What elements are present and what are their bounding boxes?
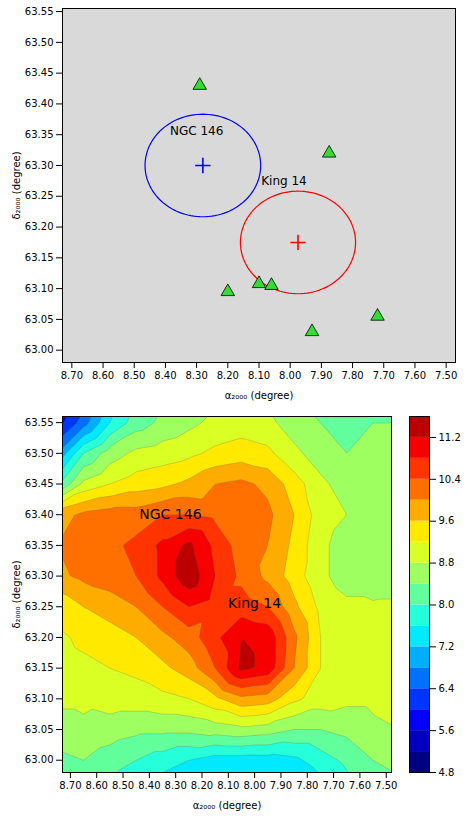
svg-text:63.40: 63.40: [25, 509, 54, 520]
svg-text:7.2: 7.2: [439, 641, 455, 652]
svg-text:8.60: 8.60: [92, 370, 114, 381]
svg-text:63.30: 63.30: [25, 160, 54, 171]
svg-text:8.0: 8.0: [439, 599, 455, 610]
svg-text:8.20: 8.20: [191, 780, 213, 791]
svg-text:8.50: 8.50: [112, 780, 134, 791]
svg-text:8.00: 8.00: [244, 780, 266, 791]
svg-text:63.30: 63.30: [25, 570, 54, 581]
svg-text:7.80: 7.80: [341, 370, 363, 381]
svg-text:63.00: 63.00: [25, 344, 54, 355]
svg-text:9.6: 9.6: [439, 515, 455, 526]
svg-text:11.2: 11.2: [439, 432, 461, 443]
svg-text:10.4: 10.4: [439, 474, 461, 485]
svg-text:63.55: 63.55: [25, 6, 54, 17]
svg-text:63.15: 63.15: [25, 662, 54, 673]
svg-text:8.60: 8.60: [86, 780, 108, 791]
svg-text:6.4: 6.4: [439, 683, 455, 694]
svg-text:63.25: 63.25: [25, 190, 54, 201]
svg-text:63.00: 63.00: [25, 754, 54, 765]
svg-text:63.15: 63.15: [25, 252, 54, 263]
svg-text:5.6: 5.6: [439, 725, 455, 736]
svg-text:8.10: 8.10: [248, 370, 270, 381]
svg-text:8.50: 8.50: [123, 370, 145, 381]
svg-text:63.20: 63.20: [25, 221, 54, 232]
svg-text:63.45: 63.45: [25, 478, 54, 489]
svg-text:7.50: 7.50: [435, 370, 457, 381]
svg-text:7.80: 7.80: [296, 780, 318, 791]
svg-text:8.70: 8.70: [61, 370, 83, 381]
svg-text:8.40: 8.40: [138, 780, 160, 791]
svg-text:4.8: 4.8: [439, 767, 455, 778]
svg-text:7.50: 7.50: [375, 780, 397, 791]
svg-text:63.35: 63.35: [25, 129, 54, 140]
svg-text:63.55: 63.55: [25, 417, 54, 428]
svg-text:63.40: 63.40: [25, 98, 54, 109]
svg-text:8.20: 8.20: [217, 370, 239, 381]
svg-text:63.50: 63.50: [25, 37, 54, 48]
svg-text:8.70: 8.70: [59, 780, 81, 791]
svg-text:8.30: 8.30: [185, 370, 207, 381]
svg-text:63.10: 63.10: [25, 283, 54, 294]
svg-text:7.70: 7.70: [322, 780, 344, 791]
svg-text:α₂₀₀₀ (degree): α₂₀₀₀ (degree): [225, 390, 294, 401]
svg-text:7.60: 7.60: [349, 780, 371, 791]
svg-text:δ₂₀₀₀ (degree): δ₂₀₀₀ (degree): [11, 560, 22, 628]
svg-text:8.10: 8.10: [217, 780, 239, 791]
svg-text:7.70: 7.70: [373, 370, 395, 381]
svg-text:63.50: 63.50: [25, 448, 54, 459]
svg-text:8.40: 8.40: [154, 370, 176, 381]
svg-text:63.20: 63.20: [25, 632, 54, 643]
svg-text:King 14: King 14: [261, 174, 307, 188]
svg-text:63.35: 63.35: [25, 540, 54, 551]
svg-text:8.30: 8.30: [165, 780, 187, 791]
svg-text:63.25: 63.25: [25, 601, 54, 612]
svg-text:63.05: 63.05: [25, 314, 54, 325]
svg-text:NGC 146: NGC 146: [139, 506, 201, 522]
svg-text:63.45: 63.45: [25, 67, 54, 78]
svg-text:63.05: 63.05: [25, 724, 54, 735]
svg-text:King 14: King 14: [228, 595, 281, 611]
svg-text:63.10: 63.10: [25, 693, 54, 704]
svg-text:NGC 146: NGC 146: [170, 124, 223, 138]
svg-text:7.90: 7.90: [270, 780, 292, 791]
svg-text:8.00: 8.00: [279, 370, 301, 381]
svg-text:7.60: 7.60: [404, 370, 426, 381]
svg-text:7.90: 7.90: [310, 370, 332, 381]
svg-text:8.8: 8.8: [439, 557, 455, 568]
svg-text:δ₂₀₀₀ (degree): δ₂₀₀₀ (degree): [11, 151, 22, 219]
svg-text:α₂₀₀₀ (degree): α₂₀₀₀ (degree): [193, 800, 262, 811]
